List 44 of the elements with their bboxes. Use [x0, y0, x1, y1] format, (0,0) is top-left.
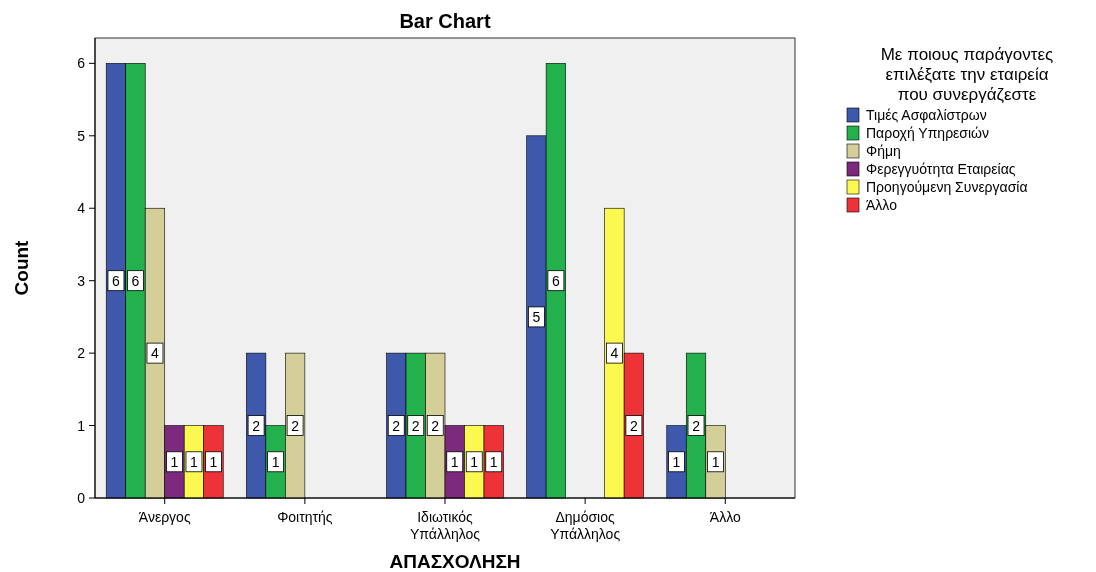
x-axis-title: ΑΠΑΣΧΟΛΗΣΗ: [389, 551, 521, 572]
legend-title: Με ποιους παράγοντες επιλέξατε την εταιρεία που συνεργάζεστε: [880, 45, 1054, 104]
chart-title: Bar Chart: [399, 10, 491, 32]
data-label: 1: [489, 453, 498, 470]
data-label: 1: [672, 453, 681, 470]
x-tick-label: Άνεργος: [138, 509, 191, 525]
data-label: 4: [610, 345, 619, 362]
data-label: 5: [532, 308, 541, 325]
legend-label: Τιμές Ασφαλίστρων: [866, 107, 987, 123]
legend-label: Φερεγγυότητα Εταιρείας: [866, 161, 1016, 177]
x-tick-label: Ιδιωτικός Υπάλληλος: [410, 509, 481, 542]
y-tick-label: 3: [77, 272, 86, 289]
data-label: 2: [692, 417, 701, 434]
data-label: 1: [190, 453, 199, 470]
data-label: 2: [411, 417, 420, 434]
y-tick-label: 4: [77, 200, 86, 217]
data-label: 1: [170, 453, 179, 470]
y-tick-label: 0: [77, 490, 86, 506]
data-label: 2: [630, 417, 638, 434]
y-tick-label: 1: [77, 417, 86, 434]
data-label: 4: [151, 345, 160, 362]
data-label: 1: [209, 453, 218, 470]
legend-label: Προηγούμενη Συνεργασία: [866, 179, 1028, 195]
legend-label: Άλλο: [866, 197, 898, 213]
y-tick-label: 2: [77, 345, 86, 362]
data-label: 2: [392, 417, 401, 434]
data-label: 1: [470, 453, 479, 470]
legend-label: Παροχή Υπηρεσιών: [866, 125, 990, 141]
data-label: 1: [450, 453, 459, 470]
data-label: 6: [112, 272, 121, 289]
data-label: 6: [131, 272, 140, 289]
data-label: 2: [252, 417, 261, 434]
y-tick-label: 6: [77, 55, 86, 72]
y-tick-label: 5: [77, 127, 86, 144]
y-axis-title: Count: [11, 239, 32, 296]
data-label: 2: [431, 417, 440, 434]
legend-label: Φήμη: [866, 143, 901, 159]
data-label: 1: [271, 453, 280, 470]
x-tick-label: Δημόσιος Υπάλληλος: [550, 509, 621, 542]
x-tick-label: Φοιτητής: [277, 509, 333, 525]
data-label: 1: [711, 453, 720, 470]
data-label: 6: [551, 272, 560, 289]
data-label: 2: [291, 417, 300, 434]
x-tick-label: Άλλο: [709, 509, 741, 525]
